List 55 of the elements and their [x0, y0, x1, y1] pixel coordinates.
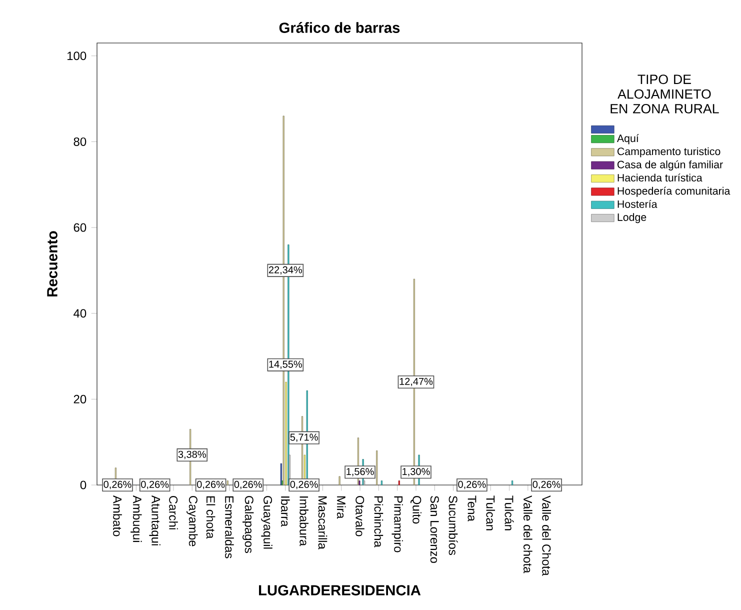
y-tick-label: 60 [74, 223, 86, 232]
legend-label: Aquí [616, 134, 639, 144]
annotation: 5,71% [290, 434, 318, 442]
legend-label: Casa de algún familiar [617, 160, 723, 170]
annotation: 0,26% [532, 480, 560, 490]
x-tick-label: Esmeraldas [225, 496, 234, 558]
annotation: 0,26% [458, 480, 486, 490]
x-tick-label: Ibarra [280, 496, 290, 527]
annotation: 12,47% [400, 378, 433, 386]
x-tick-label: Cayambe [186, 496, 198, 546]
x-tick-label: Atuntaqui [149, 495, 160, 546]
x-tick-label: Guayaquil [261, 496, 272, 549]
x-tick-label: Ambato [113, 495, 122, 536]
legend-label: Hospedería comunitaria [618, 186, 730, 197]
x-tick-label: Tena [468, 496, 476, 522]
annotation: 1,30% [402, 468, 430, 476]
x-axis-title: LUGARDERESIDENCIA [259, 585, 421, 596]
annotation: 22,34% [268, 266, 302, 275]
annotation: 1,56% [346, 468, 374, 476]
legend-label: Hacienda turística [618, 174, 702, 182]
x-tick-label: Otavalo [356, 496, 364, 536]
x-tick-label: San Lorenzo [430, 496, 439, 563]
x-tick-label: Galapagos [242, 496, 254, 553]
legend-title: TIPO DE ALOJAMINETO EN ZONA RURAL [610, 74, 719, 114]
legend-label: Hostería [618, 200, 658, 208]
x-tick-label: Quito [410, 496, 422, 524]
x-tick-label: Imbabura [300, 496, 308, 546]
y-tick-label: 20 [74, 394, 86, 404]
x-tick-label: Mascarilla [318, 496, 328, 550]
legend-label: Lodge [618, 213, 646, 224]
y-axis-title: Recuento [47, 231, 58, 296]
x-tick-label: Valle del Chota [542, 495, 551, 576]
x-tick-label: Ambuqui [130, 495, 142, 542]
annotation: 0,26% [234, 480, 262, 490]
x-tick-label: Tulcan [486, 496, 496, 530]
legend-label: Campamento turistico [617, 147, 720, 158]
annotation: 0,26% [290, 480, 318, 490]
annotation: 14,55% [269, 360, 302, 369]
y-tick-label: 80 [74, 137, 86, 146]
x-tick-label: Valle del chota [523, 495, 532, 574]
x-tick-label: El chota [206, 496, 216, 539]
x-tick-label: Sucumbíos [448, 496, 458, 555]
x-tick-label: Tulcán [504, 496, 514, 530]
y-tick-label: 100 [68, 52, 86, 60]
y-tick-label: 40 [74, 309, 86, 318]
x-tick-label: Pichincha [374, 496, 384, 548]
x-tick-label: Pimampiro [392, 496, 403, 552]
chart-title: Gráfico de barras [279, 22, 400, 33]
x-tick-label: Carchi [169, 496, 178, 530]
y-tick-label: 0 [80, 480, 86, 490]
x-tick-label: Mira [336, 496, 346, 519]
annotation: 0,26% [104, 480, 132, 490]
annotation: 0,26% [141, 480, 169, 490]
annotation: 0,26% [197, 480, 225, 490]
annotation: 3,38% [178, 450, 206, 460]
